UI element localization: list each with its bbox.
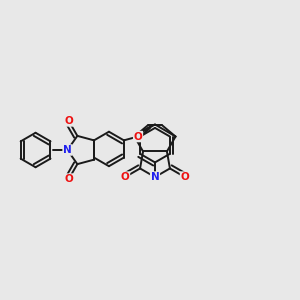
Text: N: N <box>151 172 159 182</box>
Text: O: O <box>64 116 73 126</box>
Text: O: O <box>181 172 189 182</box>
Text: O: O <box>134 131 142 142</box>
Text: O: O <box>121 172 130 182</box>
Text: O: O <box>64 174 73 184</box>
Text: N: N <box>63 145 72 155</box>
